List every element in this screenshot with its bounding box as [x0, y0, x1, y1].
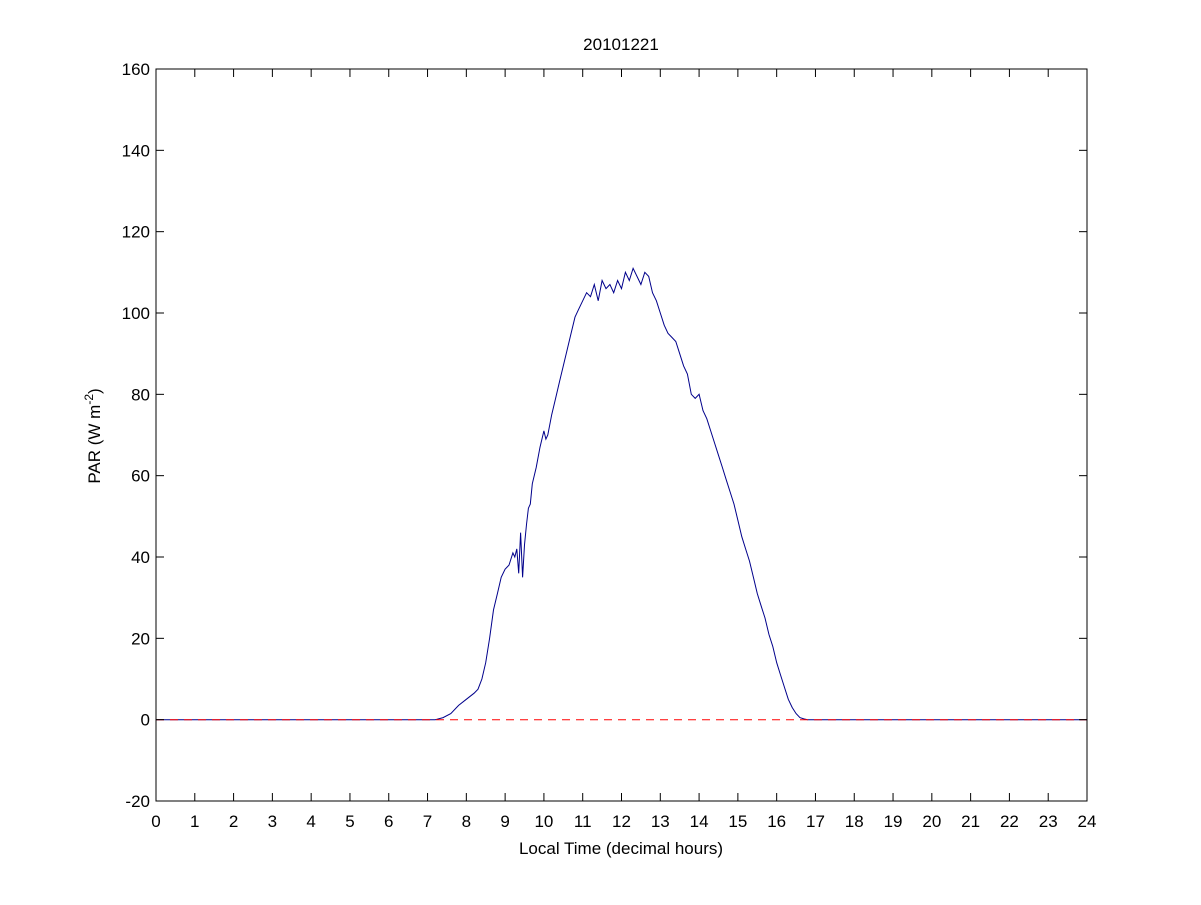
y-tick-label: -20 [125, 792, 150, 811]
axes-layer: 0 1 2 3 4 5 6 7 8 9 10 11 12 13 14 15 16 17 18 19 20 21 22 23 24… [122, 60, 1097, 831]
x-tick-label: 4 [306, 812, 315, 831]
x-tick-label: 14 [690, 812, 709, 831]
y-tick-label: 160 [122, 60, 150, 79]
x-tick-label: 21 [961, 812, 980, 831]
x-tick-label: 5 [345, 812, 354, 831]
series-line-0 [156, 266, 1087, 721]
y-tick-label: 60 [131, 467, 150, 486]
x-tick-label: 3 [268, 812, 277, 831]
x-tick-label: 2 [229, 812, 238, 831]
x-tick-label: 16 [767, 812, 786, 831]
x-tick-label: 6 [384, 812, 393, 831]
plot-background [156, 69, 1087, 801]
y-axis-label-close: ) [85, 388, 104, 394]
x-tick-label: 8 [462, 812, 471, 831]
x-tick-label: 13 [651, 812, 670, 831]
y-tick-label: 0 [141, 711, 150, 730]
y-tick-label: 40 [131, 548, 150, 567]
x-tick-label: 0 [151, 812, 160, 831]
x-tick-label: 15 [728, 812, 747, 831]
y-axis-label-superscript: -2 [82, 394, 96, 405]
x-tick-label: 11 [574, 812, 592, 831]
x-tick-label: 7 [423, 812, 432, 831]
series-layer [156, 266, 1087, 721]
x-axis-label: Local Time (decimal hours) [519, 839, 723, 858]
x-tick-label: 1 [190, 812, 199, 831]
x-tick-label: 20 [922, 812, 941, 831]
plot-area [156, 69, 1087, 801]
x-tick-label: 17 [806, 812, 825, 831]
y-tick-label: 20 [131, 629, 150, 648]
x-tick-label: 19 [884, 812, 903, 831]
y-tick-label: 100 [122, 304, 150, 323]
y-axis-label-main: PAR (W m [85, 405, 104, 484]
chart-title: 20101221 [583, 35, 659, 54]
x-tick-label: 23 [1039, 812, 1058, 831]
x-tick-label: 18 [845, 812, 864, 831]
y-tick-label: 120 [122, 223, 150, 242]
x-tick-label: 22 [1000, 812, 1019, 831]
y-tick-label: 140 [122, 141, 150, 160]
x-tick-label: 24 [1078, 812, 1097, 831]
x-tick-label: 9 [500, 812, 509, 831]
x-tick-label: 12 [612, 812, 631, 831]
y-axis-label: PAR (W m-2) [82, 388, 104, 483]
x-tick-label: 10 [534, 812, 553, 831]
y-tick-label: 80 [131, 385, 150, 404]
